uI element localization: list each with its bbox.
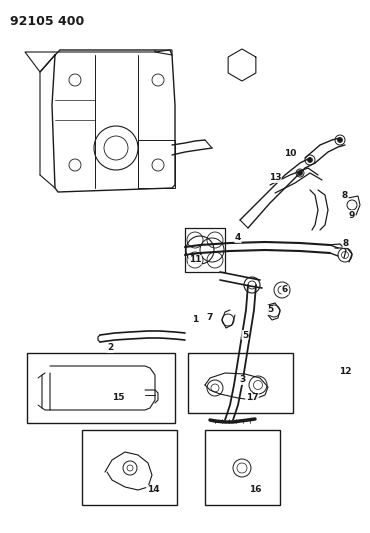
Bar: [205, 430, 280, 505]
Text: 17: 17: [246, 393, 258, 402]
Text: 3: 3: [239, 376, 245, 384]
Text: 16: 16: [249, 486, 261, 495]
Bar: [188, 353, 293, 413]
Text: 11: 11: [189, 255, 201, 264]
Text: 8: 8: [342, 190, 348, 199]
Text: 5: 5: [267, 305, 273, 314]
Bar: [27, 353, 175, 423]
Text: 4: 4: [235, 233, 241, 243]
Text: 12: 12: [339, 367, 351, 376]
Circle shape: [297, 171, 303, 175]
Text: 9: 9: [349, 211, 355, 220]
Text: 2: 2: [107, 343, 113, 352]
Text: 14: 14: [147, 486, 159, 495]
Text: 7: 7: [207, 313, 213, 322]
Circle shape: [307, 157, 313, 163]
Text: 15: 15: [112, 392, 124, 401]
Text: 5: 5: [242, 330, 248, 340]
Circle shape: [337, 138, 343, 142]
Text: 10: 10: [284, 149, 296, 157]
Bar: [82, 430, 177, 505]
Text: 13: 13: [269, 174, 281, 182]
Text: 1: 1: [192, 316, 198, 325]
Text: 8: 8: [343, 238, 349, 247]
Text: 92105 400: 92105 400: [10, 15, 84, 28]
Text: 6: 6: [282, 286, 288, 295]
